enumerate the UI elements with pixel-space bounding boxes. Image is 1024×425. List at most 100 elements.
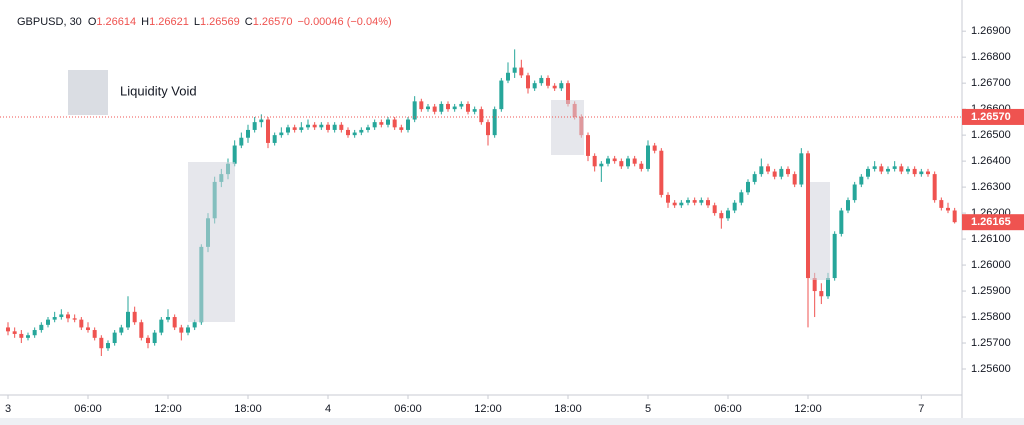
- candle-body: [932, 174, 937, 201]
- candle-body: [319, 124, 324, 128]
- candle-body: [439, 103, 444, 112]
- candle-body: [19, 333, 24, 338]
- candle-body: [539, 77, 544, 84]
- candle-body: [566, 83, 570, 104]
- candle-body: [279, 132, 284, 136]
- candle-body: [486, 122, 490, 136]
- candle-body: [52, 317, 57, 320]
- candle-body: [799, 153, 804, 185]
- header-value: 1.26621: [149, 16, 189, 28]
- header-key: H: [141, 16, 149, 28]
- candle-body: [679, 202, 684, 206]
- header-key: L: [194, 16, 200, 28]
- y-tick-label: 1.26100: [971, 233, 1011, 245]
- candle-body: [119, 327, 124, 333]
- x-tick-label: 12:00: [794, 403, 822, 415]
- candle-body: [166, 317, 170, 320]
- candle-body: [726, 210, 730, 219]
- candle-body: [139, 322, 144, 338]
- candle-body: [186, 327, 190, 333]
- x-tick-label: 3: [5, 403, 11, 415]
- candle-body: [252, 122, 257, 130]
- candle-body: [359, 129, 364, 133]
- candle-body: [519, 67, 524, 76]
- candle-body: [826, 278, 830, 297]
- last-price-label: 1.26165: [971, 216, 1011, 228]
- candle-body: [12, 331, 17, 334]
- candle-body: [272, 135, 277, 143]
- candle-body: [159, 319, 164, 333]
- candle-body: [659, 150, 664, 195]
- x-tick-label: 18:00: [554, 403, 582, 415]
- candle-body: [939, 200, 944, 208]
- y-tick-label: 1.26000: [971, 259, 1011, 271]
- candle-body: [392, 119, 397, 128]
- candle-body: [352, 132, 357, 136]
- candle-body: [859, 176, 864, 185]
- candle-body: [472, 109, 477, 112]
- candle-body: [46, 319, 50, 325]
- candle-body: [299, 127, 304, 130]
- candle-body: [479, 109, 484, 123]
- candle-body: [706, 200, 710, 206]
- candle-body: [919, 171, 924, 175]
- price-label: 1.26570: [971, 111, 1011, 123]
- candle-body: [106, 343, 110, 349]
- candle-body: [699, 200, 704, 203]
- x-tick-label: 12:00: [474, 403, 502, 415]
- void-zone: [551, 100, 584, 155]
- candle-body: [886, 168, 890, 172]
- candle-body: [792, 174, 797, 185]
- candle-body: [946, 207, 950, 211]
- price-label-bg: [962, 108, 1024, 125]
- candle-body: [172, 317, 177, 328]
- candle-body: [652, 145, 657, 151]
- candle-body: [79, 319, 84, 328]
- candle-body: [739, 192, 744, 203]
- candle-body: [639, 163, 644, 169]
- candle-body: [546, 77, 550, 86]
- candle-body: [632, 158, 637, 164]
- y-tick-label: 1.25900: [971, 285, 1011, 297]
- header-value: 1.26569: [200, 16, 240, 28]
- candle-body: [86, 327, 90, 331]
- candle-body: [626, 158, 630, 167]
- candle-body: [59, 314, 64, 318]
- candle-body: [786, 168, 790, 175]
- candle-body: [466, 103, 470, 112]
- candle-body: [559, 83, 564, 89]
- candle-body: [386, 119, 390, 125]
- candle-body: [766, 166, 770, 172]
- candle-body: [599, 163, 604, 167]
- candle-body: [866, 168, 870, 177]
- candle-body: [832, 233, 837, 279]
- candle-body: [692, 200, 697, 203]
- x-tick-label: 12:00: [154, 403, 182, 415]
- footer-strip: [0, 418, 1024, 425]
- y-tick-label: 1.25700: [971, 337, 1011, 349]
- candle-body: [926, 171, 930, 175]
- candle-body: [192, 322, 197, 328]
- x-tick-label: 5: [645, 403, 651, 415]
- header-key: O: [88, 16, 97, 28]
- legend-swatch: [68, 70, 108, 115]
- candle-body: [612, 158, 617, 162]
- symbol: GBPUSD, 30: [17, 16, 82, 28]
- candle-body: [419, 101, 424, 110]
- candle-body: [346, 129, 350, 136]
- candle-body: [619, 161, 624, 167]
- candle-body: [312, 124, 317, 128]
- candle-body: [512, 67, 517, 73]
- candle-body: [872, 166, 877, 169]
- candle-body: [879, 166, 884, 172]
- candle-body: [646, 145, 650, 169]
- candle-body: [819, 291, 824, 297]
- y-tick-label: 1.26800: [971, 51, 1011, 63]
- candle-body: [672, 202, 677, 206]
- candle-body: [132, 311, 137, 323]
- candle-body: [379, 122, 384, 125]
- candle-body: [812, 278, 817, 292]
- candle-body: [286, 127, 290, 133]
- candle-body: [339, 124, 344, 130]
- candle-body: [899, 166, 904, 172]
